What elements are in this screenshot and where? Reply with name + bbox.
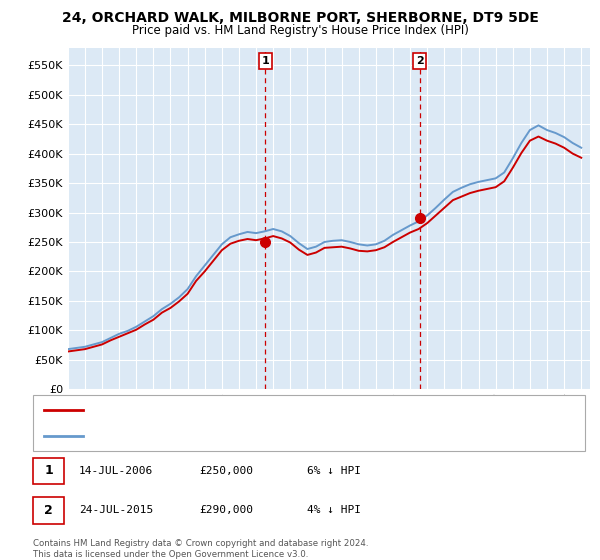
Text: HPI: Average price, detached house, Somerset: HPI: Average price, detached house, Some… [90, 431, 317, 441]
Text: 24, ORCHARD WALK, MILBORNE PORT, SHERBORNE, DT9 5DE: 24, ORCHARD WALK, MILBORNE PORT, SHERBOR… [62, 11, 538, 25]
Text: 4% ↓ HPI: 4% ↓ HPI [307, 505, 361, 515]
Text: 24-JUL-2015: 24-JUL-2015 [79, 505, 154, 515]
Text: 2: 2 [416, 56, 424, 66]
Text: £290,000: £290,000 [199, 505, 253, 515]
Text: Price paid vs. HM Land Registry's House Price Index (HPI): Price paid vs. HM Land Registry's House … [131, 24, 469, 37]
Text: 14-JUL-2006: 14-JUL-2006 [79, 466, 154, 476]
Text: 1: 1 [44, 464, 53, 478]
Text: 6% ↓ HPI: 6% ↓ HPI [307, 466, 361, 476]
Text: 24, ORCHARD WALK, MILBORNE PORT, SHERBORNE, DT9 5DE (detached house): 24, ORCHARD WALK, MILBORNE PORT, SHERBOR… [90, 405, 481, 415]
Text: £250,000: £250,000 [199, 466, 253, 476]
Text: Contains HM Land Registry data © Crown copyright and database right 2024.
This d: Contains HM Land Registry data © Crown c… [33, 539, 368, 559]
Text: 2: 2 [44, 503, 53, 517]
Text: 1: 1 [262, 56, 269, 66]
